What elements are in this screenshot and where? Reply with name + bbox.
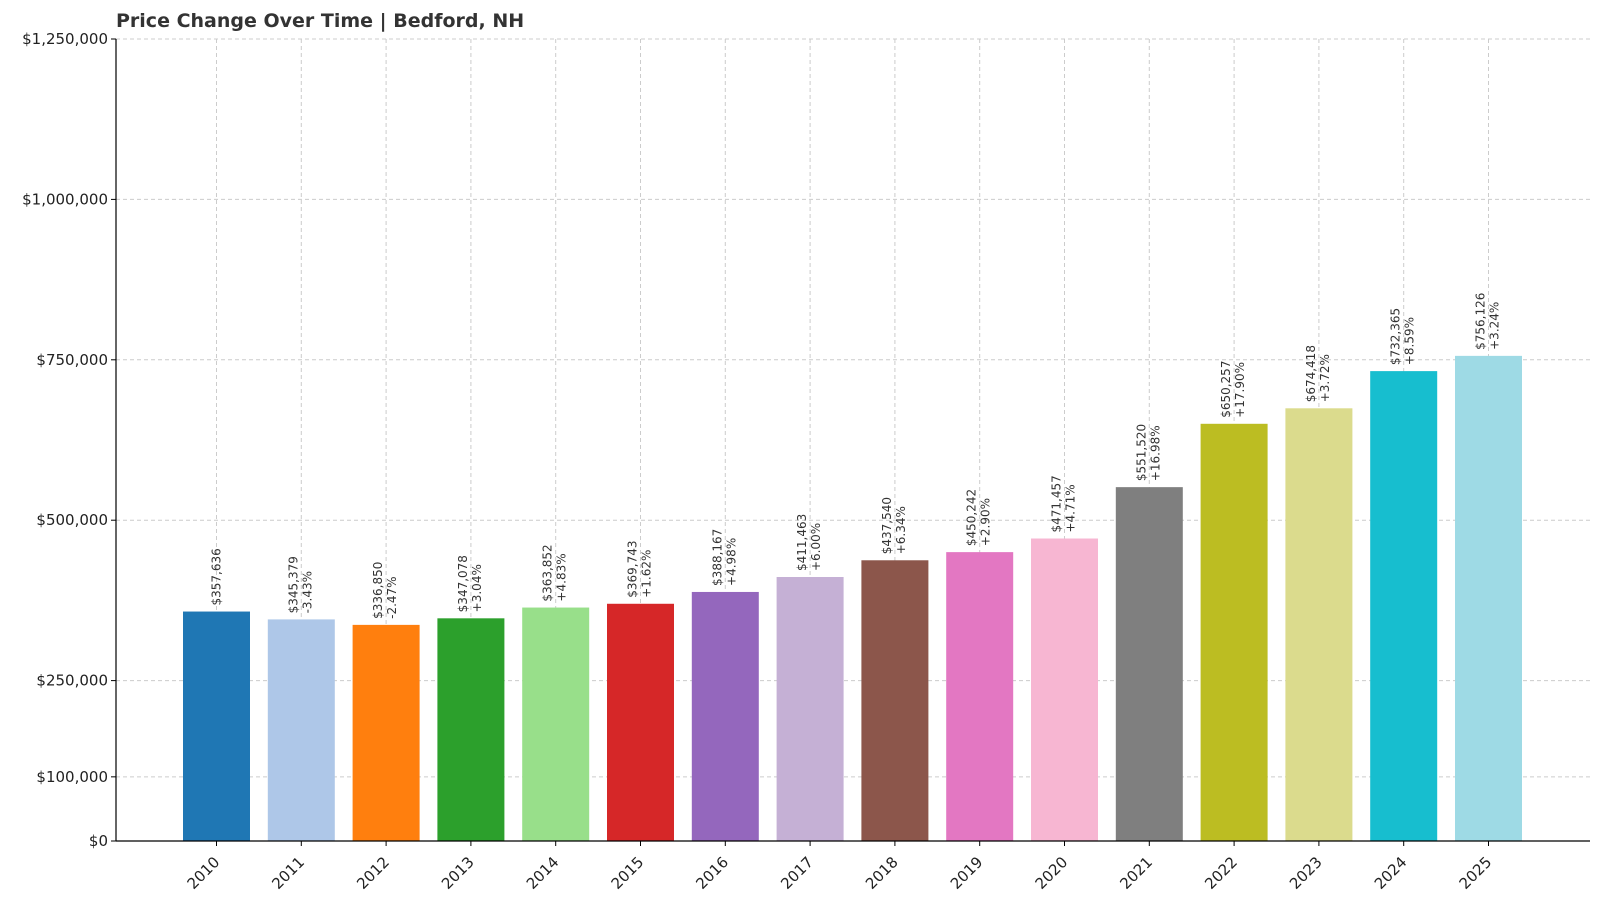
- y-tick-label: $250,000: [36, 672, 108, 690]
- bar-2024: [1370, 371, 1438, 841]
- change-label-2021: +16.98%: [1148, 425, 1162, 481]
- change-label-2019: +2.90%: [979, 498, 993, 546]
- change-label-2016: +4.98%: [724, 538, 738, 586]
- x-tick-label-2017: 2017: [777, 853, 817, 893]
- change-label-2013: +3.04%: [470, 564, 484, 612]
- x-tick-label-2013: 2013: [438, 853, 478, 893]
- value-label-2012: $336,850: [371, 562, 385, 619]
- change-label-2022: +17.90%: [1233, 362, 1247, 418]
- x-tick-label-2019: 2019: [947, 853, 987, 893]
- bar-2016: [691, 591, 759, 841]
- x-tick-label-2011: 2011: [268, 853, 308, 893]
- bar-2018: [861, 560, 929, 841]
- change-label-2023: +3.72%: [1318, 354, 1332, 402]
- x-tick-label-2012: 2012: [353, 853, 393, 893]
- value-label-2011: $345,379: [286, 556, 300, 613]
- change-label-2014: +4.83%: [555, 553, 569, 601]
- x-tick-label-2020: 2020: [1032, 853, 1072, 893]
- x-tick-label-2018: 2018: [862, 853, 902, 893]
- bar-2011: [267, 619, 335, 841]
- x-tick-label-2016: 2016: [692, 853, 732, 893]
- y-tick-label: $500,000: [36, 511, 108, 529]
- value-label-2021: $551,520: [1134, 424, 1148, 481]
- x-tick-label-2022: 2022: [1201, 853, 1241, 893]
- x-tick-label-2023: 2023: [1286, 853, 1326, 893]
- bar-2017: [776, 577, 844, 841]
- bars: [183, 355, 1522, 841]
- change-label-2025: +3.24%: [1488, 302, 1502, 350]
- value-label-2019: $450,242: [965, 489, 979, 546]
- chart-title: Price Change Over Time | Bedford, NH: [116, 10, 525, 32]
- change-label-2018: +6.34%: [894, 506, 908, 554]
- x-tick-label-2025: 2025: [1456, 853, 1496, 893]
- bar-2020: [1031, 538, 1098, 841]
- y-tick-label: $100,000: [36, 768, 108, 786]
- value-label-2024: $732,365: [1389, 308, 1403, 365]
- bar-2025: [1455, 355, 1522, 841]
- change-label-2017: +6.00%: [809, 523, 823, 571]
- value-label-2020: $471,457: [1050, 475, 1064, 532]
- x-tick-label-2021: 2021: [1116, 853, 1156, 893]
- bar-2013: [437, 618, 505, 841]
- value-label-2018: $437,540: [880, 497, 894, 554]
- data-labels: $357,636 $345,379 -3.43% $336,850 -2.47% $347…: [210, 293, 1502, 619]
- value-label-2016: $388,167: [710, 529, 724, 586]
- bar-2022: [1200, 423, 1268, 841]
- bar-2012: [352, 624, 420, 841]
- bar-2015: [607, 603, 674, 841]
- change-label-2011: -3.43%: [300, 571, 314, 613]
- value-label-2014: $363,852: [541, 544, 555, 601]
- x-tick-label-2024: 2024: [1371, 853, 1411, 893]
- y-tick-label: $0: [89, 832, 108, 850]
- bar-2014: [522, 607, 590, 841]
- value-label-2025: $756,126: [1474, 293, 1488, 350]
- bar-2023: [1285, 408, 1353, 841]
- value-label-2017: $411,463: [795, 514, 809, 571]
- change-label-2024: +8.59%: [1403, 317, 1417, 365]
- y-tick-label: $1,000,000: [22, 190, 108, 208]
- change-label-2012: -2.47%: [385, 576, 399, 618]
- bar-2021: [1115, 487, 1183, 841]
- x-tick-label-2014: 2014: [523, 853, 563, 893]
- value-label-2015: $369,743: [626, 541, 640, 598]
- value-label-2013: $347,078: [456, 555, 470, 612]
- value-label-2010: $357,636: [210, 548, 224, 605]
- bar-2019: [946, 552, 1014, 841]
- grid-lines: [116, 38, 1590, 841]
- y-tick-label: $750,000: [36, 351, 108, 369]
- x-tick-label-2010: 2010: [184, 853, 224, 893]
- value-label-2023: $674,418: [1304, 345, 1318, 402]
- y-tick-label: $1,250,000: [22, 30, 108, 48]
- value-label-2022: $650,257: [1219, 361, 1233, 418]
- change-label-2015: +1.62%: [640, 550, 654, 598]
- x-tick-label-2015: 2015: [608, 853, 648, 893]
- bar-2010: [183, 611, 250, 841]
- change-label-2020: +4.71%: [1064, 484, 1078, 532]
